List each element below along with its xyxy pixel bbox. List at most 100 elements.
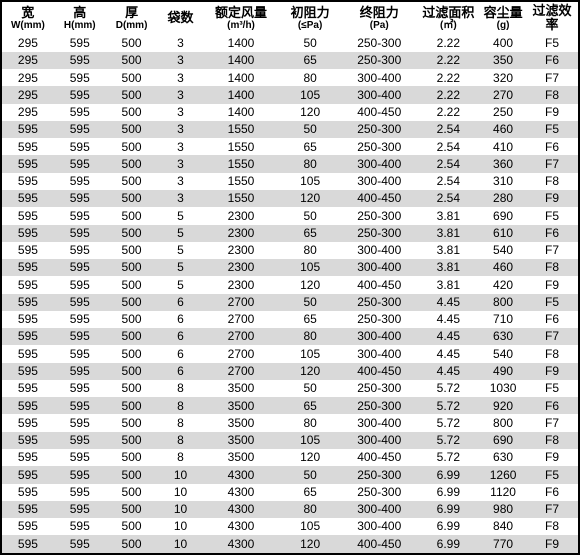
- table-cell: 400-450: [342, 104, 417, 121]
- col-header-cn: 初阻力: [279, 6, 340, 20]
- table-cell: 300-400: [342, 328, 417, 345]
- table-row: 2955955003140050250-3002.22400F5: [2, 35, 578, 52]
- table-cell: 5.72: [417, 397, 480, 414]
- table-cell: 8: [157, 449, 203, 466]
- table-cell: F8: [526, 173, 578, 190]
- table-cell: 500: [106, 52, 158, 69]
- col-header-cn: 厚: [107, 6, 157, 20]
- table-cell: F6: [526, 52, 578, 69]
- table-cell: 295: [2, 69, 54, 86]
- table-cell: 2.54: [417, 155, 480, 172]
- table-cell: 400-450: [342, 449, 417, 466]
- table-cell: 1120: [480, 484, 526, 501]
- table-cell: F9: [526, 190, 578, 207]
- table-cell: F6: [526, 311, 578, 328]
- table-cell: 400-450: [342, 190, 417, 207]
- table-cell: 500: [106, 207, 158, 224]
- table-cell: 8: [157, 397, 203, 414]
- table-cell: 595: [2, 466, 54, 483]
- table-cell: 630: [480, 449, 526, 466]
- table-body: 2955955003140050250-3002.22400F529559550…: [2, 35, 578, 553]
- table-cell: 4300: [204, 518, 279, 535]
- table-cell: 250-300: [342, 311, 417, 328]
- table-cell: 690: [480, 432, 526, 449]
- table-cell: 3500: [204, 397, 279, 414]
- table-row: 59559550052300120400-4503.81420F9: [2, 276, 578, 293]
- table-cell: 400-450: [342, 276, 417, 293]
- table-cell: 500: [106, 518, 158, 535]
- table-cell: 10: [157, 484, 203, 501]
- table-cell: 500: [106, 276, 158, 293]
- table-cell: 1400: [204, 35, 279, 52]
- table-cell: 595: [2, 345, 54, 362]
- table-row: 595595500104300120400-4506.99770F9: [2, 535, 578, 553]
- table-row: 5955955008350065250-3005.72920F6: [2, 397, 578, 414]
- table-cell: 300-400: [342, 345, 417, 362]
- table-cell: 4.45: [417, 311, 480, 328]
- table-cell: 595: [54, 225, 106, 242]
- col-header-initial-resistance: 初阻力 (≤Pa): [278, 2, 341, 35]
- table-cell: 5.72: [417, 449, 480, 466]
- col-header-final-resistance: 终阻力 (Pa): [342, 2, 417, 35]
- table-cell: 595: [54, 484, 106, 501]
- table-cell: 350: [480, 52, 526, 69]
- table-cell: 595: [2, 432, 54, 449]
- table-cell: 3.81: [417, 207, 480, 224]
- table-row: 59559550010430050250-3006.991260F5: [2, 466, 578, 483]
- table-cell: 3500: [204, 449, 279, 466]
- table-row: 5955955008350050250-3005.721030F5: [2, 380, 578, 397]
- table-row: 5955955008350080300-4005.72800F7: [2, 414, 578, 431]
- col-header-unit: H(mm): [55, 20, 105, 31]
- table-cell: 1400: [204, 86, 279, 103]
- table-cell: 250-300: [342, 466, 417, 483]
- table-cell: 295: [2, 86, 54, 103]
- table-cell: 500: [106, 311, 158, 328]
- table-cell: 120: [278, 363, 341, 380]
- table-cell: 50: [278, 466, 341, 483]
- table-cell: 120: [278, 535, 341, 553]
- table-cell: 500: [106, 363, 158, 380]
- table-cell: 595: [54, 449, 106, 466]
- table-cell: 80: [278, 242, 341, 259]
- table-cell: 105: [278, 518, 341, 535]
- table-cell: 540: [480, 242, 526, 259]
- table-cell: 500: [106, 190, 158, 207]
- table-cell: 4300: [204, 484, 279, 501]
- table-row: 59559550052300105300-4003.81460F8: [2, 259, 578, 276]
- table-cell: 500: [106, 121, 158, 138]
- table-cell: 500: [106, 259, 158, 276]
- table-cell: 50: [278, 121, 341, 138]
- table-cell: F8: [526, 86, 578, 103]
- table-row: 5955955005230080300-4003.81540F7: [2, 242, 578, 259]
- table-cell: 80: [278, 414, 341, 431]
- table-cell: 2700: [204, 328, 279, 345]
- table-cell: 4.45: [417, 345, 480, 362]
- table-cell: 595: [54, 518, 106, 535]
- filter-spec-table-wrapper: 宽 W(mm) 高 H(mm) 厚 D(mm) 袋数 额定风量 (m³/h: [0, 0, 580, 555]
- col-header-filter-area: 过滤面积 (㎡): [417, 2, 480, 35]
- table-cell: 3.81: [417, 259, 480, 276]
- table-cell: 690: [480, 207, 526, 224]
- table-cell: 595: [54, 138, 106, 155]
- table-cell: F8: [526, 259, 578, 276]
- table-cell: 105: [278, 432, 341, 449]
- col-header-depth: 厚 D(mm): [106, 2, 158, 35]
- table-cell: 500: [106, 242, 158, 259]
- col-header-height: 高 H(mm): [54, 2, 106, 35]
- table-cell: 800: [480, 414, 526, 431]
- table-cell: 595: [2, 155, 54, 172]
- table-cell: 500: [106, 35, 158, 52]
- table-cell: F9: [526, 449, 578, 466]
- table-cell: 595: [54, 294, 106, 311]
- table-cell: F6: [526, 225, 578, 242]
- table-cell: 4300: [204, 466, 279, 483]
- table-cell: 500: [106, 484, 158, 501]
- table-cell: 595: [2, 225, 54, 242]
- table-cell: 595: [2, 242, 54, 259]
- col-header-airflow: 额定风量 (m³/h): [204, 2, 279, 35]
- table-cell: 6: [157, 328, 203, 345]
- table-row: 2955955003140080300-4002.22320F7: [2, 69, 578, 86]
- table-cell: 595: [54, 35, 106, 52]
- table-cell: F8: [526, 432, 578, 449]
- table-cell: 120: [278, 104, 341, 121]
